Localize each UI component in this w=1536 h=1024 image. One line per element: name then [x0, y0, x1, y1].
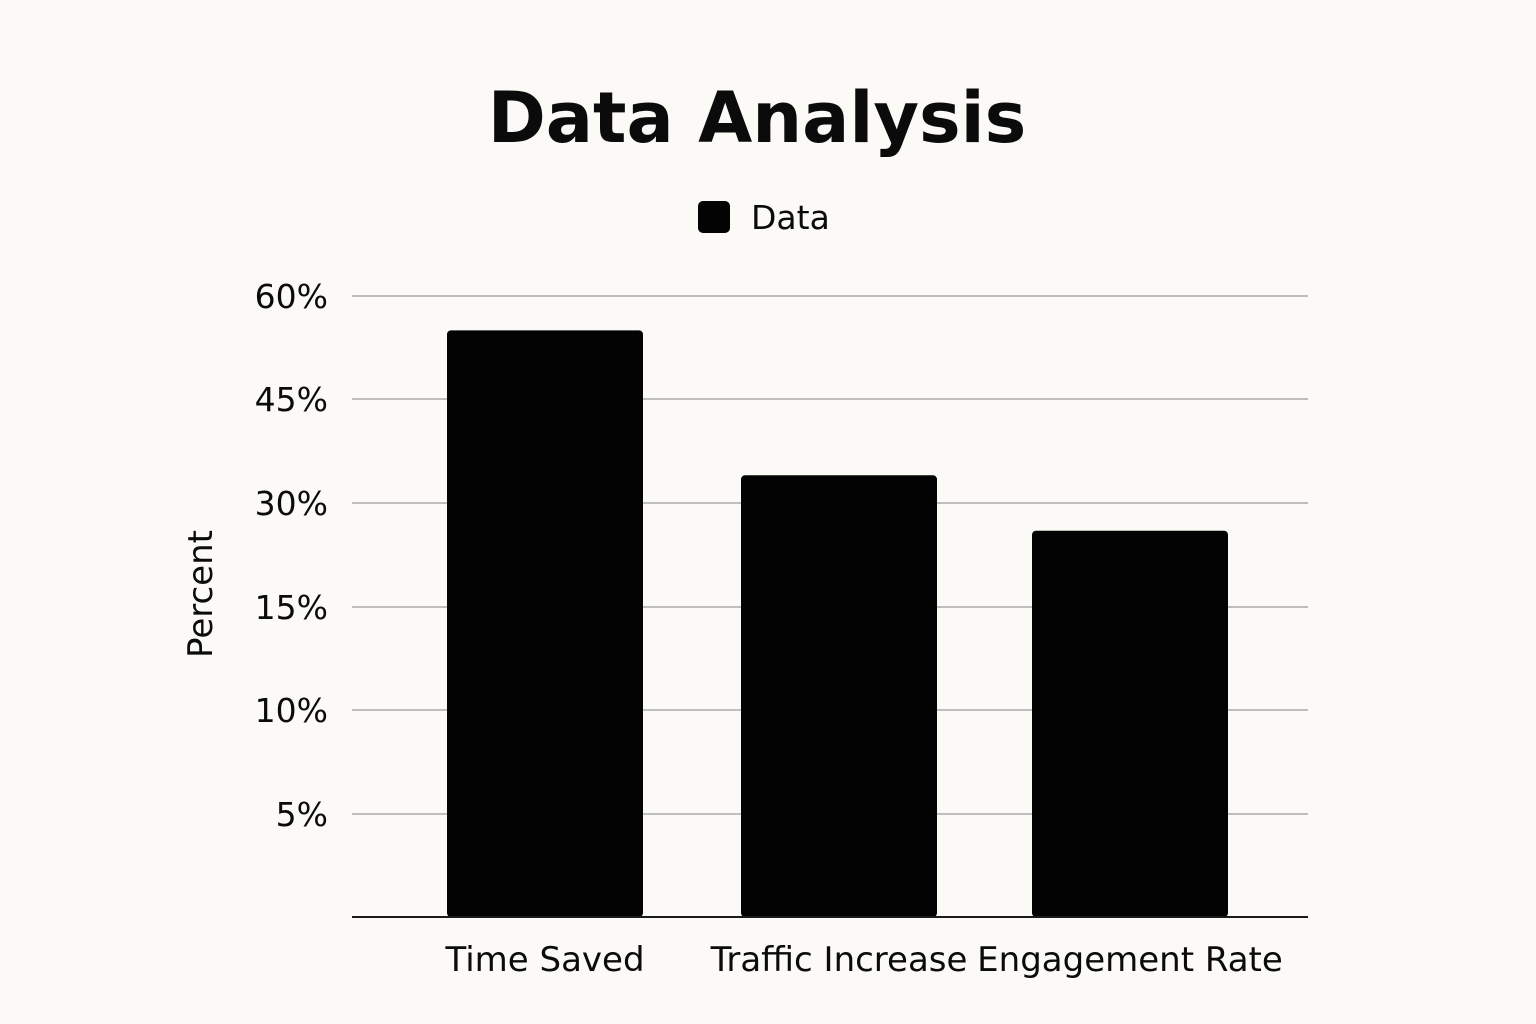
y-tick-label: 15%	[255, 588, 328, 627]
y-axis-label: Percent	[181, 530, 221, 658]
legend-swatch	[698, 201, 730, 233]
x-tick-label: Engagement Rate	[977, 940, 1283, 980]
y-tick-label: 5%	[276, 795, 328, 834]
y-tick-labels: 5% 10% 15% 30% 45% 60%	[255, 277, 328, 834]
x-tick-label: Traffic Increase	[710, 940, 968, 980]
legend-label: Data	[751, 198, 830, 237]
y-tick-label: 30%	[255, 484, 328, 523]
bars	[447, 330, 1228, 917]
y-tick-label: 10%	[255, 691, 328, 730]
bar-engagement-rate	[1032, 530, 1228, 917]
bar-time-saved	[447, 330, 643, 917]
x-tick-labels: Time Saved Traffic Increase Engagement Rat…	[444, 940, 1282, 980]
legend: Data	[698, 198, 830, 237]
bar-traffic-increase	[741, 475, 937, 917]
y-tick-label: 60%	[255, 277, 328, 316]
x-tick-label: Time Saved	[444, 940, 644, 980]
chart-title: Data Analysis	[488, 77, 1027, 159]
y-tick-label: 45%	[255, 380, 328, 419]
